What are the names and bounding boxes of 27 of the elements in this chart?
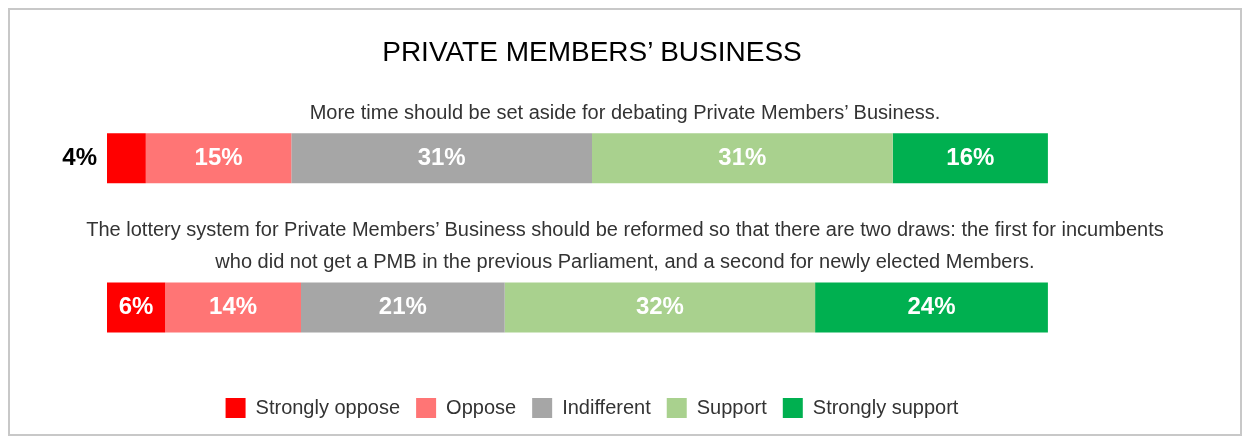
- data-label: 31%: [718, 142, 767, 170]
- data-label: 21%: [378, 292, 427, 320]
- bar: [145, 133, 292, 184]
- data-label: 6%: [118, 292, 154, 320]
- data-label: 32%: [635, 292, 684, 320]
- legend-label: Strongly oppose: [255, 395, 401, 418]
- data-label: 24%: [907, 292, 956, 320]
- data-label: 15%: [194, 142, 243, 170]
- legend-label: Support: [696, 395, 768, 418]
- data-label: 31%: [417, 142, 466, 170]
- bar: [291, 133, 592, 184]
- y-tick-label: The lottery system for Private Members’ Business should be reformed so that there are two draws: the first for incumbents who did not get a PMB in the previous Parliament, and a second for newly elected Members.: [86, 217, 1164, 272]
- data-label: 4%: [62, 142, 97, 170]
- bar: [892, 133, 1048, 184]
- data-label: 14%: [209, 292, 258, 320]
- bar: [107, 133, 146, 184]
- bar: [301, 282, 505, 333]
- bar: [165, 282, 301, 333]
- legend-label: Indifferent: [562, 395, 652, 418]
- bar: [815, 282, 1048, 333]
- legend-label: Strongly support: [812, 395, 959, 418]
- y-tick-label: More time should be set aside for debating Private Members’ Business.: [309, 100, 941, 123]
- bar: [504, 282, 816, 333]
- bar: [592, 133, 893, 184]
- data-label: 16%: [946, 142, 995, 170]
- legend-label: Oppose: [446, 395, 517, 418]
- chart-title: PRIVATE MEMBERS’ BUSINESS: [382, 35, 802, 67]
